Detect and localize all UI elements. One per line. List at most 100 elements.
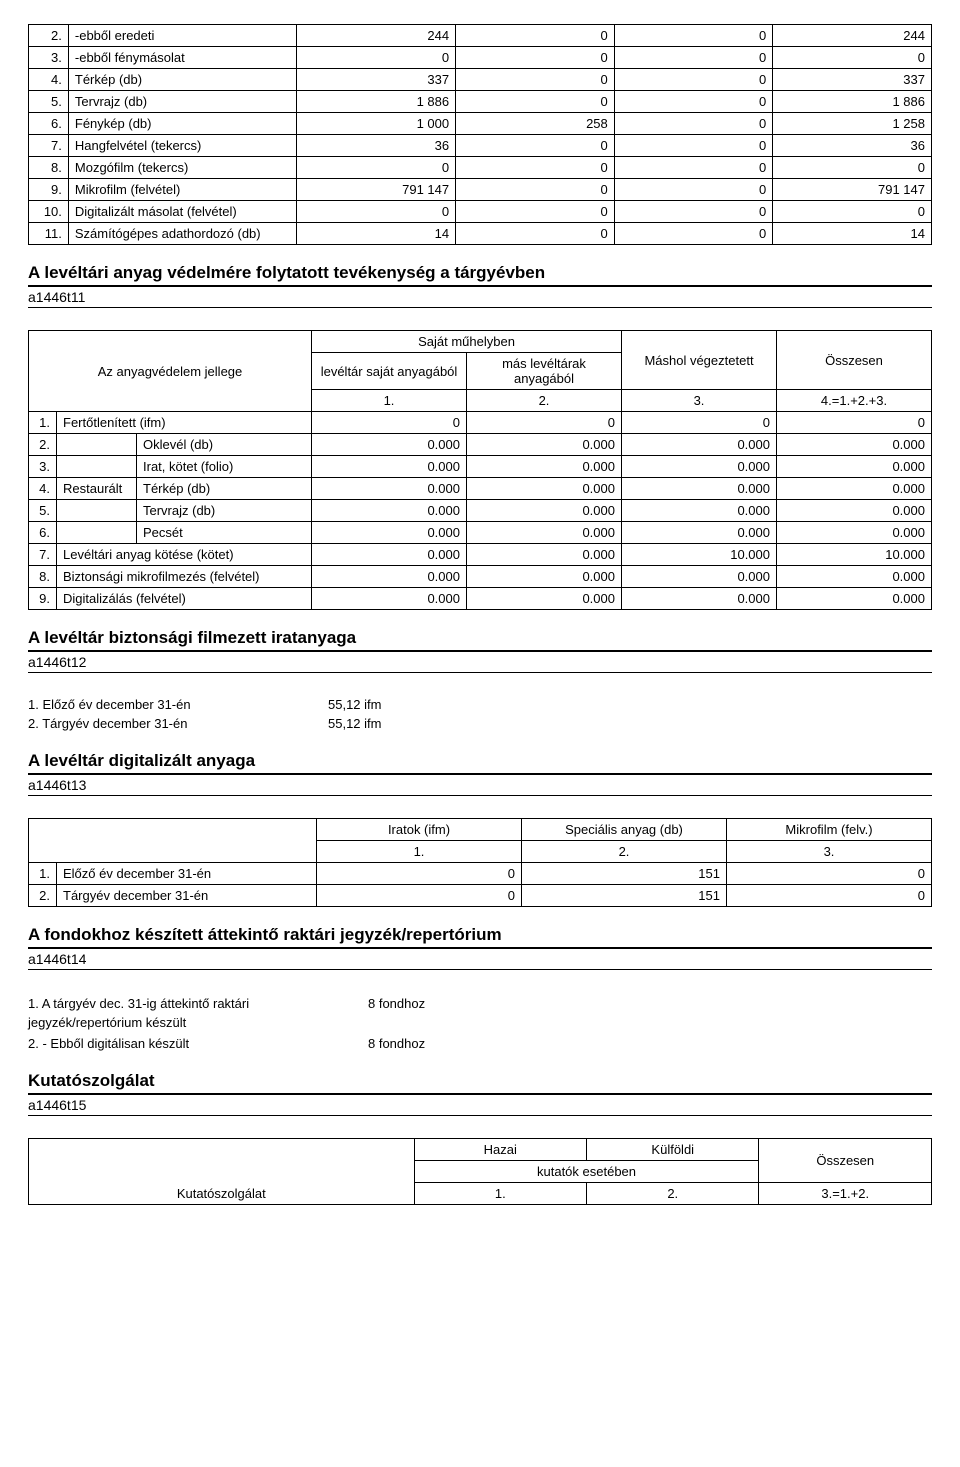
table-row: 8.Mozgófilm (tekercs)0000 xyxy=(29,157,932,179)
cell-value: 0 xyxy=(614,113,773,135)
cell-value: 151 xyxy=(522,863,727,885)
item-label: 1. A tárgyév dec. 31-ig áttekintő raktár… xyxy=(28,996,368,1011)
colnum-1: 1. xyxy=(317,841,522,863)
table-row: 9.Mikrofilm (felvétel)791 14700791 147 xyxy=(29,179,932,201)
section-title-repertorium: A fondokhoz készített áttekintő raktári … xyxy=(28,925,932,949)
cell-value: 0 xyxy=(312,412,467,434)
cell-value: 0 xyxy=(614,69,773,91)
section-title-filmed: A levéltár biztonsági filmezett iratanya… xyxy=(28,628,932,652)
col-own-material: levéltár saját anyagából xyxy=(312,353,467,390)
colnum-3: 3. xyxy=(622,390,777,412)
rowhead-protection: Az anyagvédelem jellege xyxy=(29,331,312,412)
table-protection-activity: Az anyagvédelem jellege Saját műhelyben … xyxy=(28,330,932,610)
row-num: 3. xyxy=(29,456,57,478)
cell-value: 0 xyxy=(614,135,773,157)
row-num: 3. xyxy=(29,47,69,69)
table-row: 11.Számítógépes adathordozó (db)140014 xyxy=(29,223,932,245)
row-num: 2. xyxy=(29,25,69,47)
cell-value: 1 886 xyxy=(773,91,932,113)
cell-value: 0.000 xyxy=(312,544,467,566)
cell-value: 0.000 xyxy=(312,566,467,588)
table-row: 9.Digitalizálás (felvétel)0.0000.0000.00… xyxy=(29,588,932,610)
cell-value: 0 xyxy=(297,157,456,179)
row-label: -ebből fénymásolat xyxy=(68,47,297,69)
cell-value: 0.000 xyxy=(467,456,622,478)
cell-value: 0 xyxy=(614,223,773,245)
row-num: 2. xyxy=(29,885,57,907)
row-label: Mikrofilm (felvétel) xyxy=(68,179,297,201)
list-item: 1. A tárgyév dec. 31-ig áttekintő raktár… xyxy=(28,992,932,1034)
cell-value: 791 147 xyxy=(773,179,932,201)
colnum-3: 3. xyxy=(727,841,932,863)
section-code-digitized: a1446t13 xyxy=(28,777,932,796)
table-row: 8.Biztonsági mikrofilmezés (felvétel)0.0… xyxy=(29,566,932,588)
row-num: 1. xyxy=(29,863,57,885)
row-label-b: Oklevél (db) xyxy=(137,434,312,456)
row-label: Biztonsági mikrofilmezés (felvétel) xyxy=(57,566,312,588)
cell-value: 0.000 xyxy=(622,566,777,588)
cell-value: 0 xyxy=(727,885,932,907)
cell-value: 0 xyxy=(456,91,615,113)
col-other-material: más levéltárak anyagából xyxy=(467,353,622,390)
row-label-a xyxy=(57,434,137,456)
list-filmed-values: 1. Előző év december 31-én55,12 ifm2. Tá… xyxy=(28,695,932,733)
cell-value: 0.000 xyxy=(777,500,932,522)
cell-value: 0.000 xyxy=(622,456,777,478)
row-label: Számítógépes adathordozó (db) xyxy=(68,223,297,245)
section-code-research: a1446t15 xyxy=(28,1097,932,1116)
table-row: 1.Előző év december 31-én01510 xyxy=(29,863,932,885)
cell-value: 0 xyxy=(456,179,615,201)
table-row: 4.Térkép (db)33700337 xyxy=(29,69,932,91)
cell-value: 0.000 xyxy=(777,456,932,478)
row-num: 9. xyxy=(29,179,69,201)
row-label: Fertőtlenített (ifm) xyxy=(57,412,312,434)
item-value: 8 fondhoz xyxy=(368,996,508,1011)
cell-value: 337 xyxy=(773,69,932,91)
cell-value: 0 xyxy=(614,47,773,69)
row-label: Térkép (db) xyxy=(68,69,297,91)
row-label-b: Tervrajz (db) xyxy=(137,500,312,522)
col-hazai: Hazai xyxy=(414,1139,586,1161)
row-label-a xyxy=(57,456,137,478)
cell-value: 1 258 xyxy=(773,113,932,135)
cell-value: 0 xyxy=(614,157,773,179)
cell-value: 0 xyxy=(773,157,932,179)
colnum-2: 2. xyxy=(522,841,727,863)
cell-value: 0.000 xyxy=(777,478,932,500)
cell-value: 0 xyxy=(773,201,932,223)
table-material-types: 2.-ebből eredeti244002443.-ebből fénymás… xyxy=(28,24,932,245)
cell-value: 0.000 xyxy=(467,434,622,456)
cell-value: 36 xyxy=(297,135,456,157)
cell-value: 0 xyxy=(614,91,773,113)
item-label: 1. Előző év december 31-én xyxy=(28,697,328,712)
row-num: 4. xyxy=(29,478,57,500)
cell-value: 337 xyxy=(297,69,456,91)
cell-value: 0.000 xyxy=(622,500,777,522)
col-specialis: Speciális anyag (db) xyxy=(522,819,727,841)
col-iratok: Iratok (ifm) xyxy=(317,819,522,841)
table-digitized-material: Iratok (ifm) Speciális anyag (db) Mikrof… xyxy=(28,818,932,907)
cell-value: 0.000 xyxy=(777,566,932,588)
cell-value: 14 xyxy=(297,223,456,245)
section-code-repertorium: a1446t14 xyxy=(28,951,932,970)
table-row: 5.Tervrajz (db)1 886001 886 xyxy=(29,91,932,113)
cell-value: 244 xyxy=(297,25,456,47)
section-title-digitized: A levéltár digitalizált anyaga xyxy=(28,751,932,775)
item-label: 2. Tárgyév december 31-én xyxy=(28,716,328,731)
cell-value: 0.000 xyxy=(467,478,622,500)
cell-value: 151 xyxy=(522,885,727,907)
list-repertorium-values: 1. A tárgyév dec. 31-ig áttekintő raktár… xyxy=(28,992,932,1053)
col-osszesen: Összesen xyxy=(759,1139,932,1183)
table-row: 5.Tervrajz (db)0.0000.0000.0000.000 xyxy=(29,500,932,522)
cell-value: 0.000 xyxy=(312,434,467,456)
cell-value: 0.000 xyxy=(777,522,932,544)
cell-value: 0.000 xyxy=(467,522,622,544)
cell-value: 791 147 xyxy=(297,179,456,201)
item-value: 55,12 ifm xyxy=(328,697,468,712)
row-label-b: Térkép (db) xyxy=(137,478,312,500)
cell-value: 0 xyxy=(456,223,615,245)
cell-value: 0.000 xyxy=(622,434,777,456)
cell-value: 0.000 xyxy=(312,478,467,500)
table-row: 3.-ebből fénymásolat0000 xyxy=(29,47,932,69)
cell-value: 244 xyxy=(773,25,932,47)
